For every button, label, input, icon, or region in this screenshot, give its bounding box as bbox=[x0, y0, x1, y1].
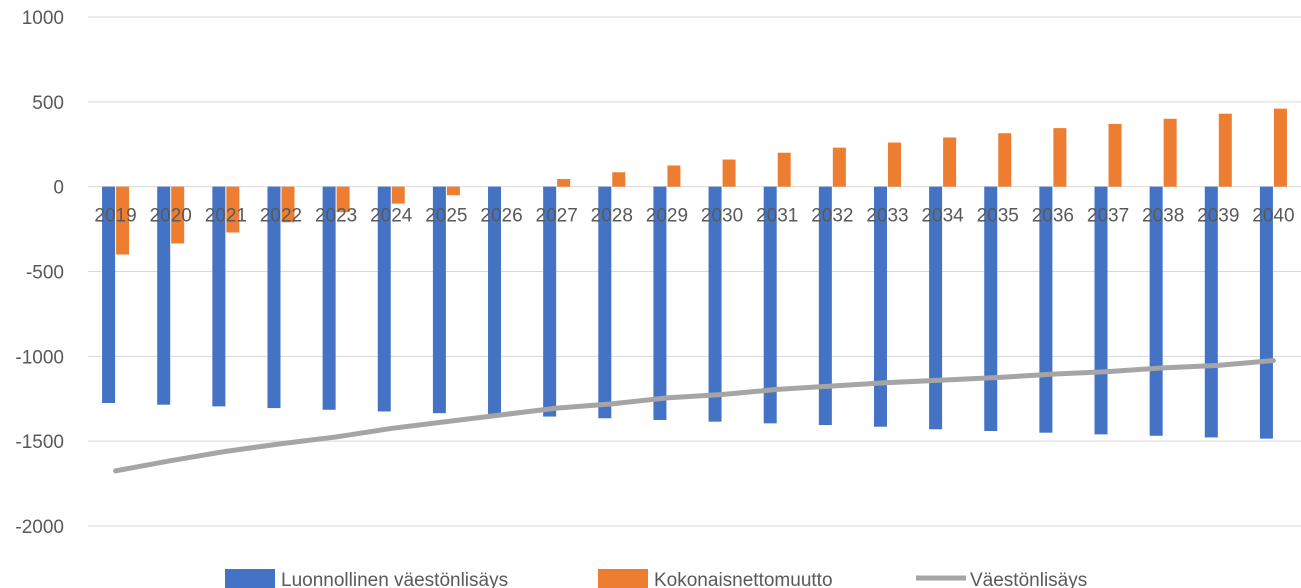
bar-luonnollinen-2036 bbox=[1039, 186, 1053, 433]
y-tick-label: -1000 bbox=[15, 347, 64, 368]
bar-luonnollinen-2021 bbox=[212, 186, 226, 407]
bar-luonnollinen-2035 bbox=[984, 186, 998, 431]
y-tick-label: 1000 bbox=[22, 8, 64, 29]
bar-luonnollinen-2032 bbox=[818, 186, 832, 426]
legend-swatch-luonnollinen bbox=[225, 569, 275, 588]
x-tick-label: 2035 bbox=[977, 206, 1019, 227]
legend-label-vaestonlisays: Väestönlisäys bbox=[970, 570, 1087, 588]
bar-luonnollinen-2027 bbox=[543, 186, 557, 417]
x-tick-label: 2021 bbox=[205, 206, 247, 227]
x-tick-label: 2027 bbox=[536, 206, 578, 227]
x-tick-label: 2023 bbox=[315, 206, 357, 227]
bar-kokonaisnettomuutto-2030 bbox=[722, 159, 736, 187]
y-tick-label: 0 bbox=[53, 178, 64, 199]
bar-luonnollinen-2030 bbox=[708, 186, 722, 422]
bar-kokonaisnettomuutto-2028 bbox=[612, 172, 626, 187]
bar-kokonaisnettomuutto-2022 bbox=[281, 186, 295, 223]
bar-luonnollinen-2024 bbox=[377, 186, 391, 412]
y-tick-label: -500 bbox=[26, 263, 64, 284]
legend-swatch-kokonaisnettomuutto bbox=[598, 569, 648, 588]
y-tick-label: -2000 bbox=[15, 517, 64, 538]
x-tick-label: 2036 bbox=[1032, 206, 1074, 227]
bar-kokonaisnettomuutto-2023 bbox=[336, 186, 350, 213]
bar-kokonaisnettomuutto-2036 bbox=[1053, 128, 1067, 187]
bar-kokonaisnettomuutto-2040 bbox=[1273, 108, 1287, 187]
bar-luonnollinen-2019 bbox=[102, 186, 116, 403]
x-tick-label: 2025 bbox=[425, 206, 467, 227]
x-tick-label: 2039 bbox=[1197, 206, 1239, 227]
bar-kokonaisnettomuutto-2038 bbox=[1163, 118, 1177, 187]
bar-luonnollinen-2033 bbox=[873, 186, 887, 427]
bar-kokonaisnettomuutto-2024 bbox=[391, 186, 405, 204]
bar-kokonaisnettomuutto-2029 bbox=[667, 165, 681, 187]
x-tick-label: 2020 bbox=[150, 206, 192, 227]
x-tick-label: 2034 bbox=[921, 206, 964, 227]
legend-label-luonnollinen: Luonnollinen väestönlisäys bbox=[281, 570, 508, 588]
y-axis-ticks: 1000 500 0 -500 -1000 -1500 -2000 bbox=[15, 8, 64, 538]
bar-luonnollinen-2020 bbox=[157, 186, 171, 405]
x-tick-label: 2037 bbox=[1087, 206, 1129, 227]
bar-kokonaisnettomuutto-2037 bbox=[1108, 123, 1122, 187]
y-tick-label: 500 bbox=[32, 93, 64, 114]
series-vaestonlisays-line bbox=[113, 358, 1276, 474]
series-kokonaisnettomuutto-bars bbox=[116, 108, 1287, 255]
x-tick-label: 2030 bbox=[701, 206, 743, 227]
bar-luonnollinen-2034 bbox=[929, 186, 943, 430]
x-tick-label: 2024 bbox=[370, 206, 413, 227]
series-luonnollinen-bars bbox=[102, 186, 1273, 439]
legend: Luonnollinen väestönlisäys Kokonaisnetto… bbox=[225, 569, 1087, 588]
bar-kokonaisnettomuutto-2031 bbox=[777, 152, 791, 187]
bar-kokonaisnettomuutto-2039 bbox=[1218, 113, 1232, 187]
x-tick-label: 2028 bbox=[591, 206, 633, 227]
x-tick-label: 2038 bbox=[1142, 206, 1184, 227]
bar-luonnollinen-2023 bbox=[322, 186, 336, 410]
x-axis-ticks: 2019 2020 2021 2022 2023 2024 2025 2026 2027 2028… bbox=[94, 206, 1294, 227]
bar-kokonaisnettomuutto-2025 bbox=[446, 186, 460, 196]
bar-luonnollinen-2031 bbox=[763, 186, 777, 424]
x-tick-label: 2029 bbox=[646, 206, 688, 227]
bar-kokonaisnettomuutto-2034 bbox=[943, 137, 957, 187]
bar-luonnollinen-2028 bbox=[598, 186, 612, 419]
bar-kokonaisnettomuutto-2021 bbox=[226, 186, 240, 233]
bar-luonnollinen-2029 bbox=[653, 186, 667, 420]
x-tick-label: 2022 bbox=[260, 206, 302, 227]
bar-kokonaisnettomuutto-2027 bbox=[557, 179, 571, 187]
x-tick-label: 2040 bbox=[1252, 206, 1294, 227]
y-tick-label: -1500 bbox=[15, 432, 64, 453]
bar-luonnollinen-2038 bbox=[1149, 186, 1163, 436]
bar-kokonaisnettomuutto-2032 bbox=[832, 147, 846, 187]
bar-luonnollinen-2026 bbox=[488, 186, 502, 415]
bar-kokonaisnettomuutto-2020 bbox=[171, 186, 185, 244]
x-tick-label: 2032 bbox=[811, 206, 853, 227]
bar-kokonaisnettomuutto-2035 bbox=[998, 133, 1012, 187]
x-tick-label: 2031 bbox=[756, 206, 798, 227]
bar-luonnollinen-2039 bbox=[1204, 186, 1218, 438]
x-tick-label: 2026 bbox=[480, 206, 522, 227]
bar-luonnollinen-2022 bbox=[267, 186, 281, 409]
bar-luonnollinen-2025 bbox=[432, 186, 446, 414]
bar-kokonaisnettomuutto-2019 bbox=[116, 186, 130, 255]
x-tick-label: 2019 bbox=[94, 206, 136, 227]
legend-label-kokonaisnettomuutto: Kokonaisnettomuutto bbox=[654, 570, 833, 588]
line-vaestonlisays bbox=[113, 358, 1276, 474]
x-tick-label: 2033 bbox=[866, 206, 908, 227]
bar-luonnollinen-2040 bbox=[1259, 186, 1273, 439]
bar-kokonaisnettomuutto-2033 bbox=[887, 142, 901, 187]
